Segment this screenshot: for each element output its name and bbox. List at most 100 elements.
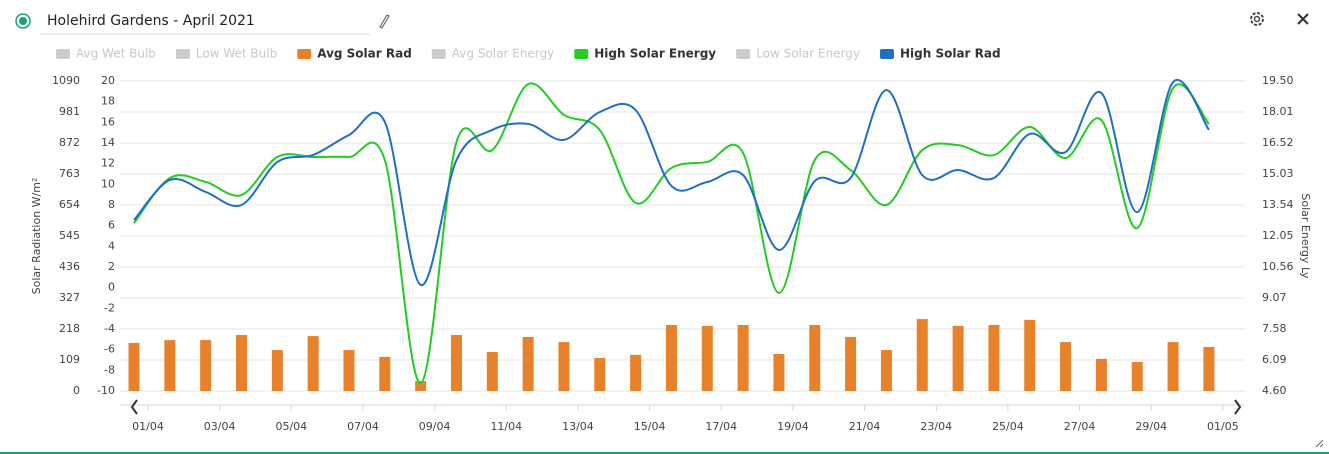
legend-item[interactable]: Avg Solar Rad <box>297 47 412 61</box>
y2-tick-label: 10.56 <box>1262 260 1294 273</box>
x-tick-label: 13/04 <box>562 420 594 433</box>
y2-tick-label: 16.52 <box>1262 136 1294 149</box>
y-tick-label: 981 <box>59 105 80 118</box>
bar <box>1060 342 1072 391</box>
bar <box>845 336 857 391</box>
y3-tick-label: 18 <box>101 95 115 108</box>
bar <box>630 354 642 391</box>
y-tick-label: 654 <box>59 198 80 211</box>
bar <box>128 342 140 391</box>
edit-icon[interactable] <box>379 14 390 29</box>
y2-tick-label: 15.03 <box>1262 167 1294 180</box>
y3-tick-label: 12 <box>101 157 115 170</box>
x-tick-label: 25/04 <box>992 420 1024 433</box>
bar <box>594 358 606 391</box>
legend-label: Avg Wet Bulb <box>76 47 156 61</box>
y3-tick-label: 0 <box>108 281 115 294</box>
y3-tick-label: 14 <box>101 136 115 149</box>
legend-swatch <box>879 49 894 59</box>
bar <box>307 336 319 391</box>
y3-tick-label: -2 <box>104 301 115 314</box>
legend-label: High Solar Rad <box>900 47 1001 61</box>
bar <box>916 319 928 391</box>
x-tick-label: 27/04 <box>1064 420 1096 433</box>
x-tick-label: 07/04 <box>347 420 379 433</box>
legend-label: Low Wet Bulb <box>196 47 277 61</box>
y3-tick-label: -8 <box>104 363 115 376</box>
legend-label: Low Solar Energy <box>756 47 860 61</box>
legend-item[interactable]: Low Solar Energy <box>736 47 860 61</box>
scroll-left[interactable] <box>130 399 138 415</box>
x-tick-label: 29/04 <box>1135 420 1167 433</box>
y-tick-label: 872 <box>59 136 80 149</box>
status-dot <box>19 17 27 25</box>
y3-tick-label: 20 <box>101 74 115 87</box>
bar <box>1167 342 1179 391</box>
legend-item[interactable]: Avg Solar Energy <box>431 47 554 61</box>
x-tick-label: 21/04 <box>849 420 881 433</box>
y3-tick-label: 6 <box>108 219 115 232</box>
bar <box>1024 319 1036 391</box>
chart-title: Holehird Gardens - April 2021 <box>47 13 255 29</box>
legend-swatch <box>297 49 312 59</box>
bar <box>379 356 391 391</box>
legend-item[interactable]: High Solar Energy <box>574 47 716 61</box>
line <box>133 82 1210 385</box>
bar <box>558 342 570 391</box>
settings-icon[interactable] <box>1250 12 1264 26</box>
y3-tick-label: -6 <box>104 343 115 356</box>
legend-item[interactable]: Avg Wet Bulb <box>56 47 156 61</box>
y3-tick-label: 4 <box>108 239 115 252</box>
line <box>133 78 1210 286</box>
close-icon[interactable] <box>1297 13 1309 25</box>
bar <box>701 325 713 391</box>
bar <box>1131 361 1143 391</box>
legend-item[interactable]: High Solar Rad <box>879 47 1001 61</box>
x-tick-label: 19/04 <box>777 420 809 433</box>
y2-tick-label: 12.05 <box>1262 229 1294 242</box>
bar <box>773 354 785 391</box>
resize-grip[interactable] <box>1315 439 1324 448</box>
bar <box>665 325 677 391</box>
bar <box>343 350 355 391</box>
y3-tick-label: 10 <box>101 177 115 190</box>
y-tick-label: 327 <box>59 291 80 304</box>
scroll-right[interactable] <box>1234 399 1242 415</box>
y3-tick-label: 2 <box>108 260 115 273</box>
bar <box>809 325 821 391</box>
y2-tick-label: 7.58 <box>1262 322 1287 335</box>
bar <box>1203 346 1215 391</box>
y2-tick-label: 4.60 <box>1262 384 1287 397</box>
x-tick-label: 05/04 <box>275 420 307 433</box>
x-tick-label: 17/04 <box>705 420 737 433</box>
legend-swatch <box>574 49 589 59</box>
bar <box>164 340 176 391</box>
legend-swatch <box>431 49 446 59</box>
y3-tick-label: 16 <box>101 115 115 128</box>
x-tick-label: 23/04 <box>920 420 952 433</box>
bar <box>415 381 427 391</box>
y-tick-label: 763 <box>59 167 80 180</box>
bar <box>450 334 462 391</box>
legend-label: Avg Solar Rad <box>317 47 412 61</box>
x-tick-label: 03/04 <box>204 420 236 433</box>
bar <box>1095 358 1107 391</box>
bar <box>737 325 749 391</box>
y-tick-label: 0 <box>73 384 80 397</box>
y-axis-title: Solar Radiation W/m² <box>30 178 43 295</box>
legend-swatch <box>56 49 70 59</box>
bar <box>271 350 283 391</box>
legend-label: Avg Solar Energy <box>452 47 554 61</box>
y2-axis-title: Solar Energy Ly <box>1299 193 1312 279</box>
y-tick-label: 1090 <box>52 74 80 87</box>
y2-tick-label: 6.09 <box>1262 353 1287 366</box>
x-tick-label: 11/04 <box>490 420 522 433</box>
y3-tick-label: -4 <box>104 322 115 335</box>
y-tick-label: 109 <box>59 353 80 366</box>
bar <box>522 336 534 391</box>
legend-item[interactable]: Low Wet Bulb <box>175 47 277 61</box>
status-icon <box>15 13 31 29</box>
x-tick-label: 09/04 <box>419 420 451 433</box>
